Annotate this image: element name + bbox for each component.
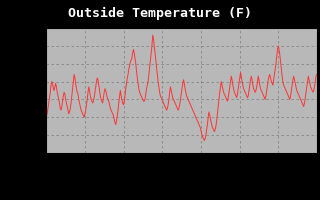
Title: 2025: 2025 [171, 18, 192, 27]
Text: Outside Temperature (F): Outside Temperature (F) [68, 7, 252, 20]
